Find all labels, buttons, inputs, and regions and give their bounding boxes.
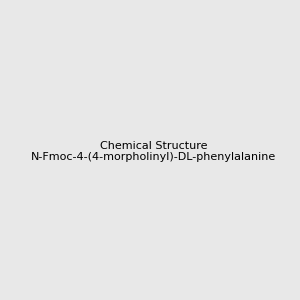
Text: Chemical Structure
N-Fmoc-4-(4-morpholinyl)-DL-phenylalanine: Chemical Structure N-Fmoc-4-(4-morpholin… <box>31 141 276 162</box>
